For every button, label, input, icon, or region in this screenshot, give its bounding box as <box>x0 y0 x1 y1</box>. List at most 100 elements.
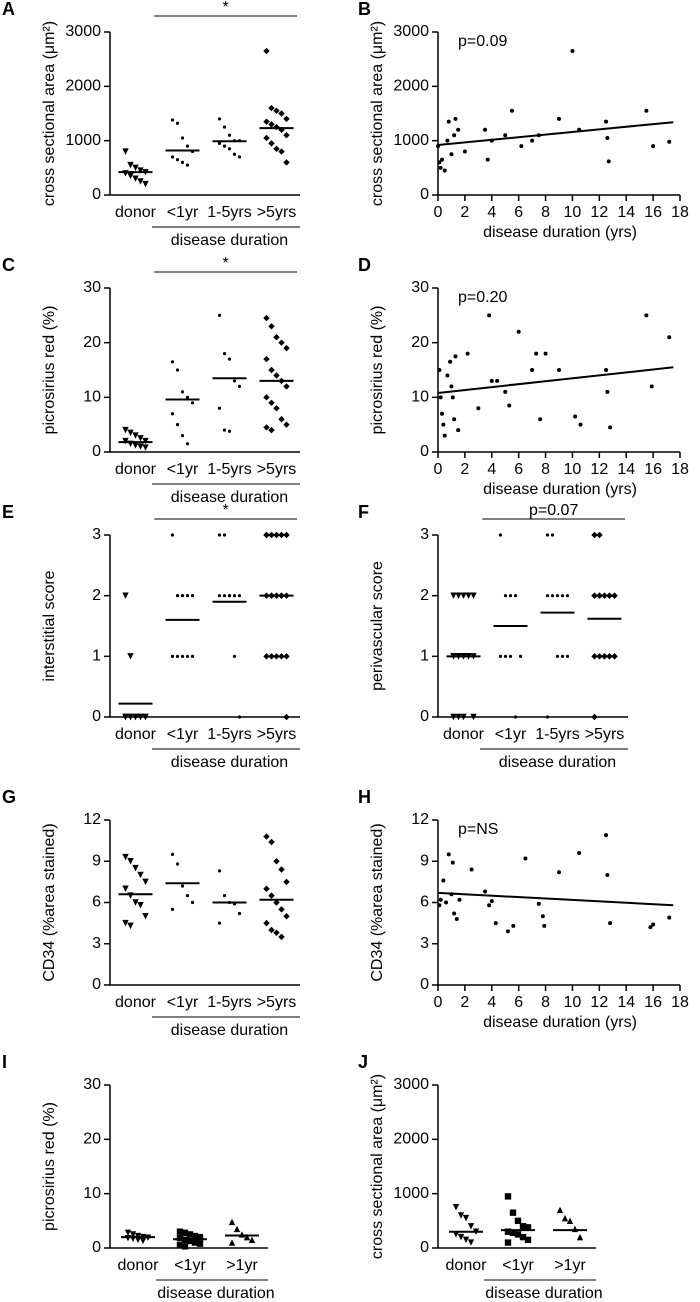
data-point <box>545 594 550 598</box>
x-tick-label: <1yr <box>495 726 527 743</box>
annotation: p=0.09 <box>458 33 507 50</box>
data-point <box>576 1233 584 1241</box>
data-point <box>440 411 445 416</box>
data-point <box>550 533 555 537</box>
data-point <box>137 435 144 442</box>
panel-letter: B <box>358 0 371 19</box>
x-tick-label: 0 <box>434 461 443 478</box>
data-point <box>283 132 290 139</box>
data-point <box>508 654 513 658</box>
data-point <box>180 884 185 888</box>
data-point <box>489 899 494 904</box>
x-tick-label: 0 <box>434 994 443 1011</box>
panel-letter: C <box>2 255 15 275</box>
y-tick-label: 1 <box>92 648 101 665</box>
y-tick-label: 10 <box>83 389 101 406</box>
data-point <box>518 654 523 658</box>
data-point <box>142 878 149 886</box>
data-point <box>557 116 561 121</box>
group-label: disease duration <box>171 232 288 249</box>
x-tick-label: 18 <box>671 461 689 478</box>
data-point <box>596 592 603 599</box>
data-point <box>132 442 139 449</box>
data-point <box>175 423 180 427</box>
group-label: disease duration <box>171 489 288 506</box>
data-point <box>142 913 149 920</box>
data-point <box>476 406 481 411</box>
data-point <box>524 1236 532 1244</box>
panel-letter: D <box>358 255 371 275</box>
y-tick-label: 30 <box>83 1076 101 1093</box>
fit-line <box>437 121 674 147</box>
data-point <box>453 116 458 121</box>
data-point <box>222 533 227 537</box>
data-point <box>217 313 222 317</box>
x-tick-label: >5yrs <box>257 726 297 743</box>
data-point <box>283 383 290 390</box>
annotation: p=NS <box>458 821 498 838</box>
data-point <box>185 594 190 598</box>
y-axis-label: cross sectional area (μm²) <box>369 1074 386 1259</box>
data-point <box>504 1239 512 1246</box>
x-tick-label: 0 <box>434 204 443 221</box>
data-point <box>596 531 603 539</box>
data-point <box>503 654 508 658</box>
data-point <box>137 902 144 909</box>
data-point <box>122 592 129 599</box>
data-point <box>519 1233 527 1241</box>
data-point <box>449 384 454 389</box>
data-point <box>283 913 290 920</box>
x-tick-label: 12 <box>590 461 608 478</box>
data-point <box>667 335 672 340</box>
data-point <box>573 414 578 419</box>
y-tick-label: 20 <box>83 334 101 351</box>
x-tick-label: <1yr <box>167 994 199 1011</box>
x-tick-label: 1-5yrs <box>535 726 579 743</box>
data-point <box>283 159 290 166</box>
data-point <box>278 416 285 423</box>
data-point <box>185 894 190 898</box>
y-axis-label: interstitial score <box>41 570 58 681</box>
y-tick-label: 6 <box>92 894 101 911</box>
data-point <box>132 175 139 182</box>
data-point <box>186 1231 194 1238</box>
x-tick-label: 4 <box>487 994 496 1011</box>
data-point <box>557 368 561 372</box>
data-point <box>170 412 175 416</box>
data-point <box>511 923 516 928</box>
data-point <box>644 313 649 318</box>
panel-letter: J <box>358 1052 368 1072</box>
data-point <box>530 368 535 372</box>
data-point <box>278 653 285 660</box>
y-tick-label: 0 <box>420 443 429 460</box>
data-point <box>601 653 608 660</box>
y-axis-label: picrosirius red (%) <box>41 1102 58 1231</box>
data-point <box>227 429 232 433</box>
x-tick-label: donor <box>443 726 485 743</box>
data-point <box>450 395 455 400</box>
y-tick-label: 1000 <box>393 132 429 149</box>
x-tick-label: <1yr <box>167 204 199 221</box>
data-point <box>273 899 280 906</box>
y-tick-label: 3000 <box>393 23 429 40</box>
y-tick-label: 30 <box>411 279 429 296</box>
x-tick-label: 18 <box>671 994 689 1011</box>
x-tick-label: 12 <box>590 994 608 1011</box>
data-point <box>268 399 275 406</box>
data-point <box>268 531 275 539</box>
data-point <box>450 860 455 865</box>
data-point <box>667 915 672 920</box>
data-point <box>263 355 270 363</box>
data-point <box>237 384 242 388</box>
x-tick-label: 14 <box>617 461 635 478</box>
y-tick-label: 10 <box>83 1185 101 1202</box>
y-tick-label: 9 <box>420 852 429 869</box>
data-point <box>122 919 129 927</box>
y-tick-label: 12 <box>411 811 429 828</box>
data-point <box>191 1232 199 1240</box>
y-tick-label: 3000 <box>65 23 101 40</box>
data-point <box>273 145 280 153</box>
significance-label: * <box>223 502 229 519</box>
data-point <box>452 911 457 916</box>
data-point <box>237 594 242 598</box>
